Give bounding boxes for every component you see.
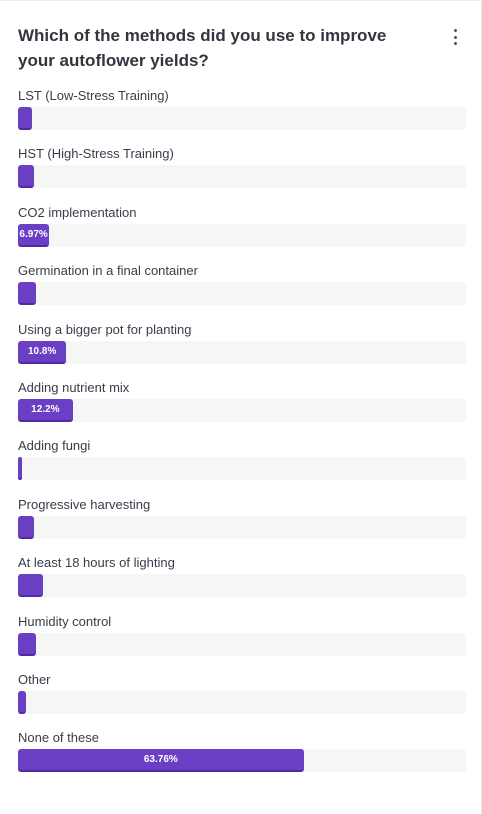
poll-result-track: 6.97%: [18, 223, 466, 247]
menu-dot: [453, 42, 457, 45]
poll-result-track: [18, 515, 466, 539]
poll-result-track: [18, 165, 466, 189]
poll-result-bar: [18, 574, 44, 598]
poll-result-track: 12.2%: [18, 398, 466, 422]
poll-option[interactable]: LST (Low-Stress Training): [18, 85, 466, 143]
poll-option-label: Germination in a final container: [18, 263, 198, 279]
poll-option-label: HST (High-Stress Training): [18, 146, 174, 162]
poll-result-bar: [18, 457, 23, 481]
poll-result-bar: 10.8%: [18, 340, 67, 364]
poll-result-bar: 6.97%: [18, 223, 50, 247]
poll-result-track: [18, 282, 466, 306]
poll-option-label: Adding nutrient mix: [18, 379, 130, 395]
poll-result-bar: [18, 282, 36, 306]
poll-option[interactable]: Germination in a final container: [18, 260, 466, 318]
poll-option[interactable]: Using a bigger pot for planting 10.8%: [18, 319, 466, 377]
poll-option[interactable]: CO2 implementation 6.97%: [18, 202, 466, 260]
poll-option[interactable]: None of these 63.76%: [18, 727, 466, 785]
poll-option[interactable]: Adding fungi: [18, 435, 466, 493]
poll-option-label: Adding fungi: [18, 438, 91, 454]
poll-result-bar: [18, 632, 36, 656]
poll-options: LST (Low-Stress Training) HST (High-Stres…: [18, 85, 466, 786]
poll-result-track: [18, 457, 466, 481]
poll-option-label: None of these: [18, 730, 99, 746]
poll-option-label: Using a bigger pot for planting: [18, 321, 192, 337]
poll-result-track: [18, 632, 466, 656]
menu-dot: [453, 29, 457, 32]
poll-header: Which of the methods did you use to impr…: [18, 23, 465, 73]
poll-result-track: 63.76%: [18, 749, 466, 773]
poll-result-track: 10.8%: [18, 340, 466, 364]
poll-option[interactable]: Progressive harvesting: [18, 494, 466, 552]
poll-option-label: Humidity control: [18, 613, 112, 629]
poll-result-bar: 12.2%: [18, 398, 73, 422]
poll-result-bar: [18, 165, 34, 189]
poll-option-label: CO2 implementation: [18, 204, 137, 220]
poll-question: Which of the methods did you use to impr…: [18, 26, 387, 70]
poll-option-label: At least 18 hours of lighting: [18, 555, 175, 571]
poll-result-track: [18, 574, 466, 598]
poll-option[interactable]: HST (High-Stress Training): [18, 143, 466, 201]
poll-result-bar: [18, 107, 33, 130]
poll-option[interactable]: Other: [18, 669, 466, 727]
poll-result-bar: 63.76%: [18, 749, 304, 773]
poll-option[interactable]: Adding nutrient mix 12.2%: [18, 377, 466, 435]
poll-option-label: Other: [18, 671, 51, 687]
poll-result-track: [18, 690, 466, 714]
poll-result-bar: [18, 515, 34, 539]
poll-option[interactable]: At least 18 hours of lighting: [18, 552, 466, 610]
poll-result-track: [18, 107, 466, 130]
menu-dot: [453, 35, 457, 39]
more-options-icon[interactable]: [447, 29, 463, 45]
poll-option-label: Progressive harvesting: [18, 496, 151, 512]
poll-option-label: LST (Low-Stress Training): [18, 88, 169, 103]
poll-option[interactable]: Humidity control: [18, 611, 466, 669]
poll-result-bar: [18, 690, 26, 714]
